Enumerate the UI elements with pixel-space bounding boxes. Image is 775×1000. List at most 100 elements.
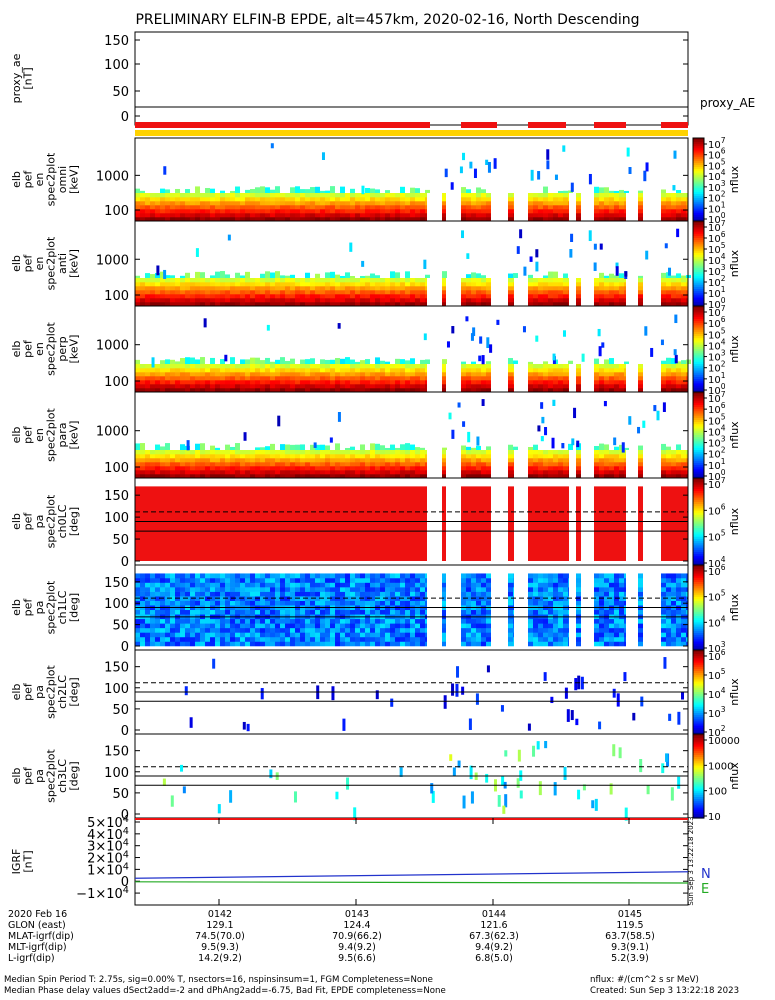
- energy-spec-3-cell: [538, 376, 543, 381]
- pitch-angle-1-cell: [315, 577, 320, 583]
- energy-spec-2-cell: [185, 272, 190, 278]
- energy-spec-4-cell: [471, 450, 476, 455]
- energy-spec-4-cell: [360, 466, 365, 471]
- energy-spec-2-cell: [420, 298, 425, 303]
- pitch-angle-1-cell: [594, 591, 599, 597]
- energy-spec-1-cell: [553, 197, 558, 202]
- energy-spec-1-cell: [230, 201, 235, 206]
- energy-spec-4-cell: [315, 458, 320, 463]
- energy-spec-3-cell: [624, 380, 626, 385]
- energy-spec-1-cell: [365, 201, 370, 206]
- energy-spec-2-cell: [320, 278, 325, 283]
- energy-spec-1-cell: [466, 201, 471, 206]
- energy-spec-1-cell: [686, 217, 688, 222]
- energy-spec-3-cell: [145, 372, 150, 377]
- energy-spec-3-cell: [681, 372, 686, 377]
- pitch-angle-1-cell: [270, 641, 275, 647]
- pitch-angle-1-cell: [270, 618, 275, 624]
- pitch-angle-1-cell: [624, 582, 626, 588]
- energy-spec-1-cell: [210, 197, 215, 202]
- energy-spec-2-cell: [415, 286, 420, 291]
- energy-spec-3-cell: [686, 368, 688, 373]
- pitch-angle-1-cell: [200, 618, 205, 624]
- energy-spec-4-cell: [340, 474, 345, 479]
- energy-spec-1-cell: [270, 189, 275, 193]
- pitch-angle-0-colorbar-swatch: [693, 501, 704, 505]
- energy-spec-1-cell: [220, 213, 225, 218]
- pitch-angle-1-cell: [225, 609, 230, 615]
- pitch-angle-1-cell: [175, 636, 180, 642]
- pitch-angle-1-cell: [614, 627, 619, 633]
- energy-spec-2-cell: [538, 290, 543, 295]
- energy-spec-1-cell: [405, 217, 410, 222]
- pitch-angle-1-cell: [310, 618, 315, 624]
- energy-spec-2-cell: [350, 290, 355, 295]
- pitch-angle-2-dot: [663, 657, 667, 669]
- pitch-angle-1-cell: [420, 596, 425, 601]
- energy-spec-4-dot: [457, 402, 461, 408]
- energy-spec-4-cell: [548, 450, 553, 455]
- energy-spec-4-cell: [604, 462, 609, 467]
- pitch-angle-1-cell: [325, 627, 330, 633]
- energy-spec-3-cell: [638, 380, 643, 385]
- energy-spec-4-cell: [461, 462, 466, 467]
- energy-spec-1-cell: [225, 209, 230, 214]
- energy-spec-1-cell: [666, 209, 671, 214]
- energy-spec-4-cell: [395, 450, 400, 455]
- energy-spec-2-cell: [220, 271, 225, 278]
- pitch-angle-1-cell: [576, 573, 581, 579]
- pitch-angle-1-cell: [508, 627, 513, 633]
- pitch-angle-1-cell: [508, 618, 513, 624]
- energy-spec-2-dot: [163, 269, 167, 279]
- energy-spec-4-cell: [420, 466, 425, 471]
- energy-spec-4-cell: [609, 454, 614, 459]
- pitch-angle-1-cell: [305, 636, 310, 642]
- energy-spec-2-cell: [619, 298, 624, 303]
- pitch-angle-1-cell: [245, 609, 250, 615]
- pitch-angle-1-cell: [553, 582, 558, 588]
- energy-spec-3-cell: [165, 388, 170, 393]
- pitch-angle-1-cell: [538, 618, 543, 624]
- pitch-angle-1-cell: [165, 600, 170, 606]
- energy-spec-3-cell: [205, 384, 210, 389]
- energy-spec-2-cell: [350, 275, 355, 278]
- energy-spec-1-cell: [385, 197, 390, 202]
- energy-spec-3-cell: [385, 372, 390, 377]
- pitch-angle-1-cell: [576, 623, 581, 629]
- energy-spec-3-cell: [240, 388, 245, 393]
- pitch-angle-1-cell: [300, 582, 305, 588]
- energy-spec-3-colorbar-swatch: [693, 349, 704, 352]
- energy-spec-3-cell: [405, 376, 410, 381]
- energy-spec-3-cell: [624, 376, 626, 381]
- pitch-angle-1-cell: [310, 636, 315, 642]
- energy-spec-2-dot: [615, 262, 619, 268]
- energy-spec-4-cell: [320, 444, 325, 450]
- energy-spec-1-cell: [245, 205, 250, 210]
- energy-spec-1-cell: [466, 189, 471, 193]
- energy-spec-2-cell: [395, 290, 400, 295]
- energy-spec-1-cell: [481, 209, 486, 214]
- pitch-angle-1-cell: [360, 627, 365, 633]
- energy-spec-3-cell: [355, 364, 360, 369]
- energy-spec-1-cell: [265, 213, 270, 218]
- pitch-angle-1-cell: [215, 577, 220, 583]
- energy-spec-1-cell: [215, 193, 220, 198]
- energy-spec-4-cell: [150, 462, 155, 467]
- pitch-angle-1-cell: [290, 636, 295, 642]
- energy-spec-1-dot: [628, 167, 632, 174]
- energy-spec-3-cell: [365, 368, 370, 373]
- energy-spec-2-cell: [594, 294, 599, 299]
- energy-spec-3-cell: [235, 372, 240, 377]
- energy-spec-4-cell: [619, 454, 624, 459]
- pitch-angle-2-colorbar-swatch: [693, 671, 704, 674]
- pitch-angle-1-cell: [345, 573, 350, 579]
- energy-spec-1-cell: [230, 205, 235, 210]
- energy-spec-4-cell: [638, 454, 643, 459]
- pitch-angle-1-cell: [295, 573, 300, 579]
- pitch-angle-1-cell: [215, 627, 220, 633]
- pitch-angle-1-cell: [671, 609, 676, 615]
- pitch-angle-1-cell: [170, 596, 175, 601]
- energy-spec-1-cell: [230, 190, 235, 193]
- pitch-angle-2-ytick-label: 0: [121, 724, 129, 739]
- energy-spec-3-cell: [533, 384, 538, 389]
